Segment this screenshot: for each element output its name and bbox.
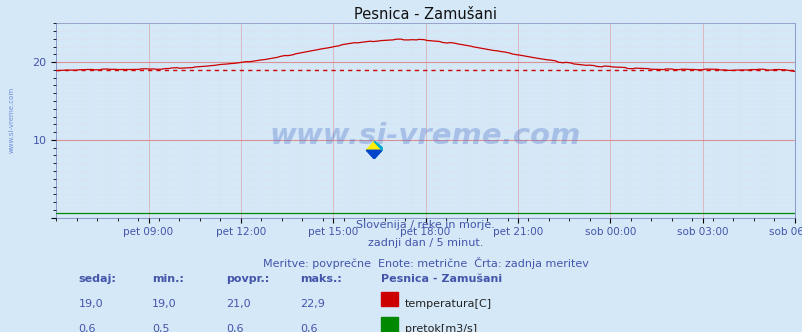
Text: sedaj:: sedaj: [79,274,116,284]
Text: min.:: min.: [152,274,184,284]
Text: 21,0: 21,0 [226,299,250,309]
Polygon shape [366,150,382,159]
Text: zadnji dan / 5 minut.: zadnji dan / 5 minut. [367,238,483,248]
Text: 0,6: 0,6 [79,324,95,332]
Text: 19,0: 19,0 [152,299,176,309]
Text: 0,5: 0,5 [152,324,169,332]
Polygon shape [366,141,382,150]
Polygon shape [374,141,382,150]
Text: 0,6: 0,6 [226,324,243,332]
Text: 22,9: 22,9 [300,299,325,309]
Bar [381,317,397,331]
Text: pretok[m3/s]: pretok[m3/s] [404,324,476,332]
Title: Pesnica - Zamušani: Pesnica - Zamušani [354,7,496,22]
Text: temperatura[C]: temperatura[C] [404,299,492,309]
Text: 19,0: 19,0 [79,299,103,309]
Text: 0,6: 0,6 [300,324,317,332]
Text: Meritve: povprečne  Enote: metrične  Črta: zadnja meritev: Meritve: povprečne Enote: metrične Črta:… [262,257,588,270]
Text: Slovenija / reke in morje.: Slovenija / reke in morje. [356,220,494,230]
Text: www.si-vreme.com: www.si-vreme.com [9,87,15,153]
Text: www.si-vreme.com: www.si-vreme.com [269,122,581,150]
Text: maks.:: maks.: [300,274,342,284]
Bar [381,292,397,306]
Text: Pesnica - Zamušani: Pesnica - Zamušani [381,274,502,284]
Text: povpr.:: povpr.: [226,274,269,284]
